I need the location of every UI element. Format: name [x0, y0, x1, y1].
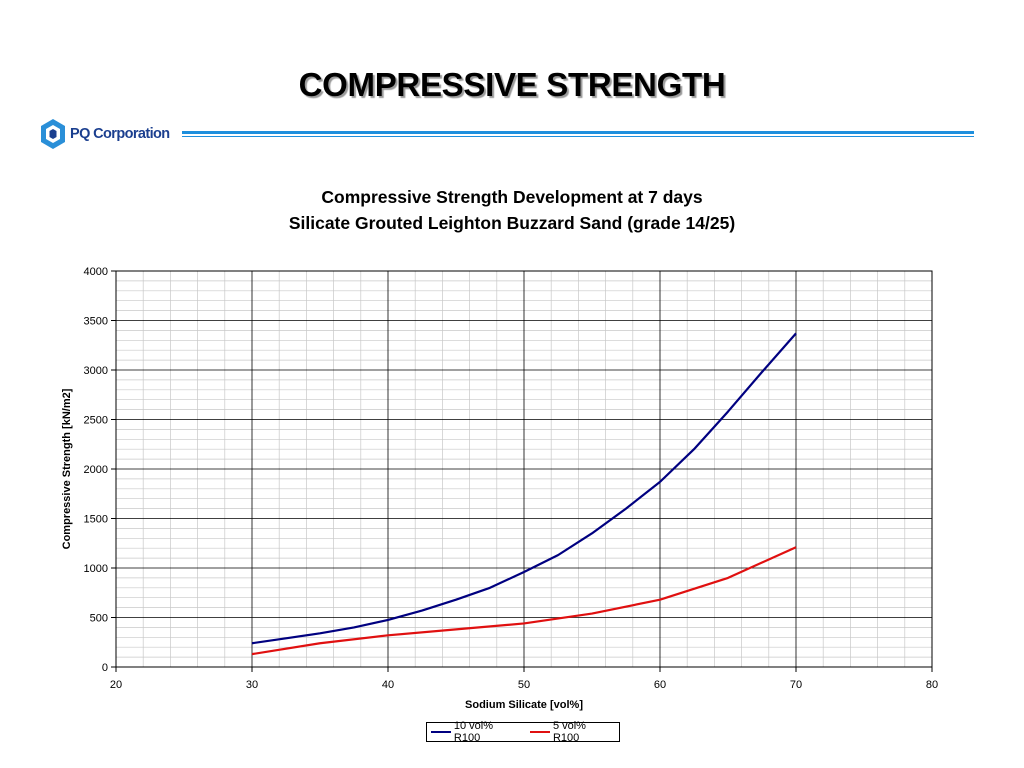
y-tick-label: 2000: [84, 464, 108, 476]
series-layer: [251, 332, 797, 656]
y-tick-label: 1000: [84, 563, 108, 575]
axis-ticks: 20 30 40 50 60 70 80 0 500 1000 1500 2000 2500 3000 35…: [84, 266, 939, 691]
company-logo: PQ Corporation: [40, 118, 170, 150]
y-tick-label: 3000: [84, 365, 108, 377]
y-tick-label: 4000: [84, 266, 108, 278]
y-tick-label: 3500: [84, 316, 108, 328]
header-rule: [182, 131, 974, 134]
legend-label-series-1: 10 vol% R100: [453, 720, 494, 744]
y-axis-label: Compressive Strength [kN/m2]: [61, 388, 73, 549]
x-tick-label: 30: [246, 679, 258, 691]
legend-item-series-2: 5 vol% R100: [530, 720, 615, 744]
legend-item-series-1: 10 vol% R100: [431, 720, 522, 744]
x-tick-label: 80: [926, 679, 938, 691]
logo-text: PQ Corporation: [70, 126, 170, 142]
x-axis-label: Sodium Silicate [vol%]: [465, 699, 583, 711]
y-tick-label: 0: [102, 662, 108, 674]
x-tick-label: 60: [654, 679, 666, 691]
series-line-2: [251, 546, 797, 656]
y-tick-label: 1500: [84, 514, 108, 526]
x-tick-label: 40: [382, 679, 394, 691]
series-line-1: [251, 332, 797, 645]
x-tick-label: 70: [790, 679, 802, 691]
hexagon-logo-icon: [41, 119, 65, 149]
legend-swatch-series-1: [431, 731, 451, 733]
y-tick-label: 500: [90, 613, 108, 625]
chart-title: Compressive Strength Development at 7 da…: [321, 187, 703, 207]
x-tick-label: 20: [110, 679, 122, 691]
chart-legend: 10 vol% R100 5 vol% R100: [426, 720, 620, 744]
legend-swatch-series-2: [530, 731, 550, 733]
chart-subtitle: Silicate Grouted Leighton Buzzard Sand (…: [288, 213, 736, 233]
x-tick-label: 50: [518, 679, 530, 691]
slide-title: COMPRESSIVE STRENGTH: [298, 66, 726, 103]
y-tick-label: 2500: [84, 415, 108, 427]
legend-label-series-2: 5 vol% R100: [552, 720, 586, 744]
header-rule-thin: [182, 136, 974, 137]
